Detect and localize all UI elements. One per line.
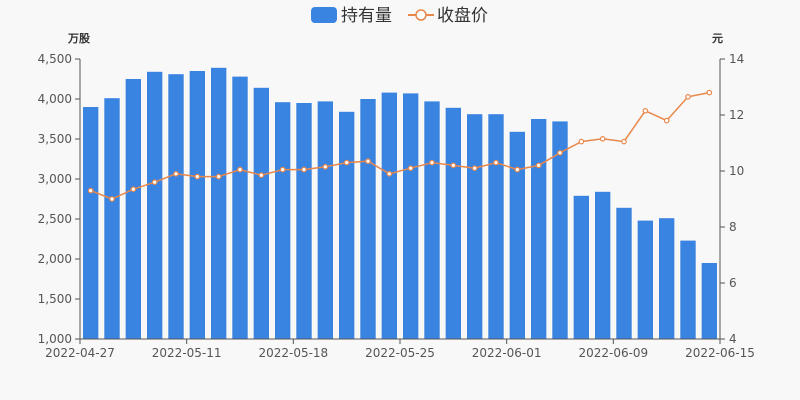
close-price-point[interactable] (578, 138, 585, 145)
holding-bar[interactable] (253, 87, 270, 339)
close-price-point[interactable] (429, 159, 435, 166)
close-price-point[interactable] (322, 164, 329, 170)
close-price-point[interactable] (279, 166, 286, 173)
close-price-point[interactable] (215, 173, 222, 180)
x-axis-tick-label: 2022-05-11 (152, 346, 222, 360)
holding-bar[interactable] (360, 99, 376, 339)
holding-bar[interactable] (701, 263, 718, 339)
legend-label-close-price[interactable]: 收盘价 (437, 6, 488, 26)
close-price-line (90, 91, 710, 200)
holding-bar[interactable] (616, 207, 632, 339)
close-price-point[interactable] (258, 172, 265, 179)
holding-bar[interactable] (296, 103, 312, 339)
close-price-point[interactable] (194, 173, 201, 180)
legend-label-holding[interactable]: 持有量 (341, 6, 392, 26)
plot-area: 1,000 1,500 2,000 2,500 3,000 3,500 4,000 4,500… (38, 52, 755, 360)
x-axis-tick-label: 2022-05-25 (365, 346, 435, 360)
close-price-point[interactable] (685, 94, 691, 100)
holding-bar[interactable] (402, 93, 419, 340)
close-price-point[interactable] (642, 108, 649, 114)
close-price-point[interactable] (471, 165, 478, 172)
close-price-point[interactable] (450, 162, 457, 169)
holding-bar[interactable] (317, 101, 334, 340)
holding-bar[interactable] (104, 98, 120, 339)
close-price-point[interactable] (493, 159, 499, 166)
left-axis-unit: 万股 (67, 32, 91, 45)
left-axis-tick-label: 1,500 (38, 292, 72, 306)
close-price-point[interactable] (557, 150, 563, 156)
x-axis-tick-label: 2022-05-18 (258, 346, 328, 360)
right-axis-tick-label: 10 (729, 164, 744, 178)
holding-bar[interactable] (424, 101, 440, 340)
legend: 持有量 收盘价 (311, 6, 488, 26)
close-price-point[interactable] (87, 187, 94, 194)
right-axis-tick-label: 14 (729, 52, 744, 66)
holding-bar[interactable] (210, 67, 227, 340)
right-axis-tick-label: 4 (729, 332, 737, 346)
holding-bar[interactable] (530, 119, 547, 339)
left-axis-tick-label: 1,000 (38, 332, 72, 346)
close-price-point[interactable] (386, 171, 393, 177)
right-axis-tick-label: 12 (729, 108, 744, 122)
close-price-point[interactable] (407, 165, 414, 172)
holding-bar[interactable] (680, 240, 696, 339)
left-axis-tick-label: 3,000 (38, 172, 72, 186)
close-price-point[interactable] (365, 158, 371, 165)
close-price-point[interactable] (621, 138, 627, 145)
right-axis-tick-label: 8 (729, 220, 737, 234)
close-price-point[interactable] (535, 162, 542, 169)
holding-bar[interactable] (82, 107, 99, 339)
close-price-point[interactable] (151, 179, 158, 186)
holding-bar[interactable] (189, 71, 206, 339)
left-axis-tick-label: 2,500 (38, 212, 72, 226)
holding-bar[interactable] (146, 71, 163, 340)
close-price-point[interactable] (173, 171, 179, 177)
holding-bar[interactable] (381, 92, 398, 339)
left-axis-tick-label: 3,500 (38, 132, 72, 146)
legend-line-marker[interactable] (415, 9, 427, 21)
close-price-point[interactable] (237, 166, 243, 173)
holding-bar[interactable] (445, 107, 462, 339)
holding-bar[interactable] (552, 121, 568, 340)
left-axis-tick-label: 2,000 (38, 252, 72, 266)
holding-bar[interactable] (594, 191, 611, 339)
right-axis-tick-label: 6 (729, 276, 737, 290)
holding-bar[interactable] (509, 131, 526, 339)
right-axis-unit: 元 (712, 32, 723, 45)
close-price-point[interactable] (343, 159, 350, 166)
close-price-point[interactable] (130, 186, 137, 193)
close-price-point[interactable] (663, 117, 670, 124)
legend-bar-swatch[interactable] (311, 7, 337, 23)
close-price-point[interactable] (706, 89, 713, 96)
close-price-point[interactable] (301, 166, 307, 173)
close-price-point[interactable] (109, 196, 115, 202)
x-axis-tick-label: 2022-06-15 (685, 346, 755, 360)
x-axis-tick-label: 2022-06-01 (472, 346, 542, 360)
holding-bar[interactable] (168, 74, 184, 339)
holding-bar[interactable] (338, 111, 355, 339)
left-axis-tick-label: 4,500 (38, 52, 72, 66)
holding-bar[interactable] (573, 195, 590, 339)
holding-bar[interactable] (466, 114, 483, 339)
holding-bar[interactable] (637, 220, 654, 339)
x-axis-tick-label: 2022-04-27 (45, 346, 115, 360)
close-price-point[interactable] (514, 166, 521, 173)
left-axis-tick-label: 4,000 (38, 92, 72, 106)
holding-bar[interactable] (488, 114, 504, 339)
x-axis-tick-label: 2022-06-09 (578, 346, 648, 360)
holding-bar[interactable] (658, 218, 675, 339)
holding-bar[interactable] (274, 102, 291, 339)
holding-bar[interactable] (232, 76, 248, 339)
holding-bar[interactable] (125, 79, 142, 339)
close-price-point[interactable] (599, 136, 606, 142)
